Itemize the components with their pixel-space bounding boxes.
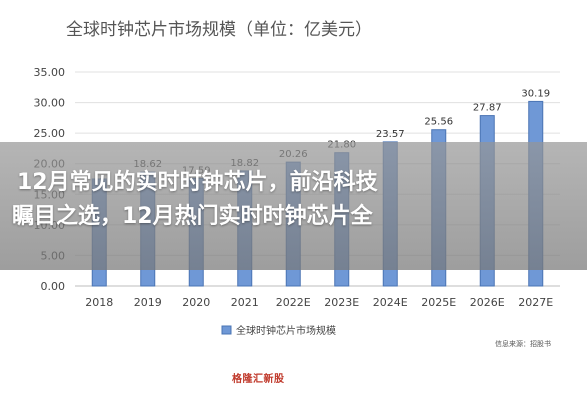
data-label: 30.19 bbox=[521, 88, 550, 99]
headline-line-1: 12月常见的实时时钟芯片，前沿科技 bbox=[17, 170, 378, 195]
y-tick-label: 35.00 bbox=[34, 66, 66, 79]
y-tick-label: 25.00 bbox=[34, 127, 66, 140]
brand-logo: 格隆汇新股 bbox=[232, 374, 285, 385]
legend: 全球时钟芯片市场规模 bbox=[221, 324, 336, 337]
x-tick-label: 2020 bbox=[182, 296, 210, 309]
x-tick-label: 2019 bbox=[134, 296, 162, 309]
headline: 12月常见的实时时钟芯片，前沿科技 瞩目之选，12月热门实时时钟芯片全 bbox=[0, 166, 587, 234]
chart-title: 全球时钟芯片市场规模（单位：亿美元） bbox=[66, 20, 372, 40]
y-tick-label: 30.00 bbox=[34, 97, 66, 110]
x-tick-label: 2023E bbox=[324, 296, 359, 309]
x-tick-label: 2025E bbox=[421, 296, 456, 309]
data-label: 23.57 bbox=[376, 129, 405, 140]
data-label: 27.87 bbox=[473, 103, 502, 114]
headline-line-2: 瞩目之选，12月热门实时时钟芯片全 bbox=[12, 204, 373, 229]
legend-swatch bbox=[221, 325, 232, 335]
x-tick-label: 2018 bbox=[85, 296, 113, 309]
source-note: 信息来源：招股书 bbox=[495, 340, 551, 348]
x-tick-label: 2026E bbox=[470, 296, 505, 309]
legend-label: 全球时钟芯片市场规模 bbox=[236, 324, 336, 337]
data-label: 25.56 bbox=[424, 117, 453, 128]
x-tick-label: 2027E bbox=[518, 296, 553, 309]
x-tick-label: 2021 bbox=[231, 296, 259, 309]
x-axis-ticks: 2018 2019 2020 2021 2022E 2023E 2024E 2025E 2026… bbox=[85, 296, 553, 309]
headline-overlay bbox=[0, 142, 587, 270]
x-tick-label: 2024E bbox=[373, 296, 408, 309]
y-tick-label: 0.00 bbox=[41, 280, 66, 293]
x-tick-label: 2022E bbox=[276, 296, 311, 309]
